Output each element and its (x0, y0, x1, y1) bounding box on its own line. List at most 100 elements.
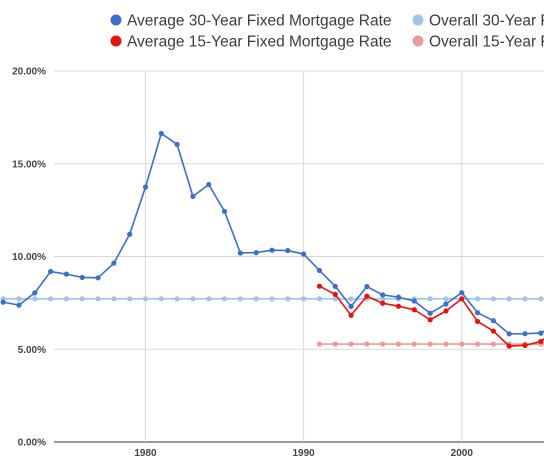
legend-item: Overall 15-Year Fixed Mortgage Rate (412, 34, 544, 51)
legend-item: Average 30-Year Fixed Mortgage Rate (110, 13, 392, 30)
data-point (538, 296, 544, 302)
data-point (380, 292, 386, 298)
data-point (538, 338, 544, 345)
data-point (32, 290, 38, 296)
data-point (506, 343, 512, 349)
data-point (538, 330, 544, 336)
data-point (111, 296, 117, 302)
data-point (380, 296, 386, 302)
data-point (253, 250, 259, 256)
series-2 (0, 296, 544, 302)
data-point (506, 296, 512, 302)
y-tick-label: 0.00% (18, 438, 46, 449)
data-point (158, 130, 164, 137)
data-point (316, 296, 323, 302)
data-point (474, 296, 481, 302)
legend-marker (412, 14, 424, 26)
data-point (443, 308, 449, 314)
legend-label: Average 15-Year Fixed Mortgage Rate (127, 34, 392, 51)
data-point (332, 283, 338, 289)
data-point (427, 310, 433, 316)
data-series (0, 130, 544, 349)
legend: Average 30-Year Fixed Mortgage Rate Overa… (110, 13, 544, 51)
data-point (79, 274, 85, 281)
x-axis-tick-labels: 1980 1990 2000 (134, 448, 473, 459)
legend-item: Average 15-Year Fixed Mortgage Rate (110, 34, 392, 51)
data-point (190, 296, 196, 302)
data-point (506, 331, 512, 337)
y-tick-label: 15.00% (12, 159, 46, 170)
data-point (380, 341, 386, 347)
data-point (301, 296, 307, 302)
data-point (411, 341, 417, 347)
data-point (443, 301, 449, 307)
data-point (16, 296, 22, 302)
data-point (79, 296, 85, 302)
data-point (522, 342, 528, 348)
data-point (395, 303, 402, 309)
data-point (332, 296, 338, 302)
data-point (174, 296, 180, 302)
data-point (474, 318, 481, 325)
data-point (427, 317, 433, 323)
series-0 (0, 130, 544, 337)
legend-label: Overall 30-Year Fixed Mortgage Rate (429, 13, 544, 30)
data-point (474, 310, 481, 316)
data-point (380, 300, 386, 306)
series-line (319, 285, 544, 347)
data-point (32, 296, 38, 302)
data-point (221, 296, 228, 302)
data-point (459, 290, 465, 296)
data-point (459, 296, 465, 302)
data-point (443, 341, 449, 347)
data-point (427, 341, 433, 347)
data-point (332, 291, 338, 297)
data-point (206, 181, 212, 188)
y-tick-label: 20.00% (12, 67, 46, 78)
legend-item: Overall 30-Year Fixed Mortgage Rate (412, 13, 544, 30)
x-tick-label: 2000 (451, 448, 474, 459)
data-point (364, 283, 370, 290)
data-point (63, 296, 70, 302)
data-point (0, 299, 6, 305)
data-point (16, 302, 22, 308)
data-point (48, 296, 54, 302)
data-point (269, 247, 275, 253)
series-1 (316, 283, 544, 349)
data-point (348, 303, 354, 309)
data-point (269, 296, 275, 302)
data-point (443, 296, 449, 302)
series-line (3, 132, 544, 335)
legend-label: Overall 15-Year Fixed Mortgage Rate (429, 34, 544, 51)
data-point (490, 318, 496, 324)
y-tick-label: 5.00% (18, 345, 46, 356)
data-point (111, 260, 117, 266)
legend-marker (110, 35, 122, 47)
data-point (490, 296, 496, 302)
data-point (316, 341, 323, 347)
data-point (348, 312, 354, 318)
data-point (427, 296, 433, 302)
data-point (395, 294, 402, 300)
data-point (237, 296, 243, 302)
data-point (63, 271, 70, 277)
data-point (490, 328, 496, 334)
data-point (253, 296, 259, 302)
data-point (459, 341, 465, 347)
legend-marker (110, 14, 122, 26)
data-point (411, 307, 417, 313)
data-point (522, 331, 528, 337)
data-point (48, 268, 54, 275)
legend-marker (412, 35, 424, 47)
data-point (142, 296, 149, 302)
x-tick-label: 1990 (293, 448, 316, 459)
data-point (348, 341, 354, 347)
data-point (190, 193, 196, 199)
data-point (332, 341, 338, 347)
data-point (127, 296, 133, 302)
data-point (237, 250, 243, 256)
data-point (474, 341, 481, 347)
data-point (285, 296, 291, 302)
data-point (490, 341, 496, 347)
